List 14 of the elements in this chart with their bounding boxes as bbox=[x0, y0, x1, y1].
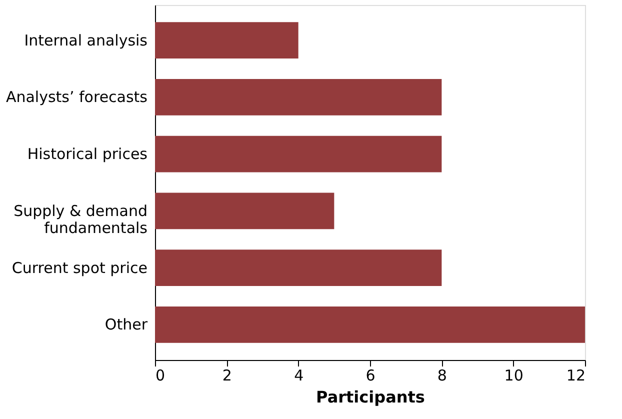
y-tick-label: Internal analysis bbox=[24, 31, 148, 50]
y-tick-label: Historical prices bbox=[27, 145, 148, 164]
x-tick-label: 12 bbox=[566, 366, 586, 384]
x-tick-label: 8 bbox=[437, 366, 447, 384]
y-tick-label: Other bbox=[104, 316, 148, 334]
x-tick-label: 0 bbox=[156, 366, 166, 384]
x-tick-label: 6 bbox=[366, 366, 376, 384]
y-tick-label: Current spot price bbox=[12, 258, 148, 277]
x-tick-label: 10 bbox=[504, 366, 524, 384]
x-axis-title: Participants bbox=[316, 388, 425, 406]
x-tick-label: 2 bbox=[222, 366, 232, 384]
y-tick-label: Analysts’ forecasts bbox=[6, 88, 148, 106]
x-tick-label: 4 bbox=[294, 366, 304, 384]
y-tick-label: Supply & demand fundamentals bbox=[14, 202, 148, 237]
